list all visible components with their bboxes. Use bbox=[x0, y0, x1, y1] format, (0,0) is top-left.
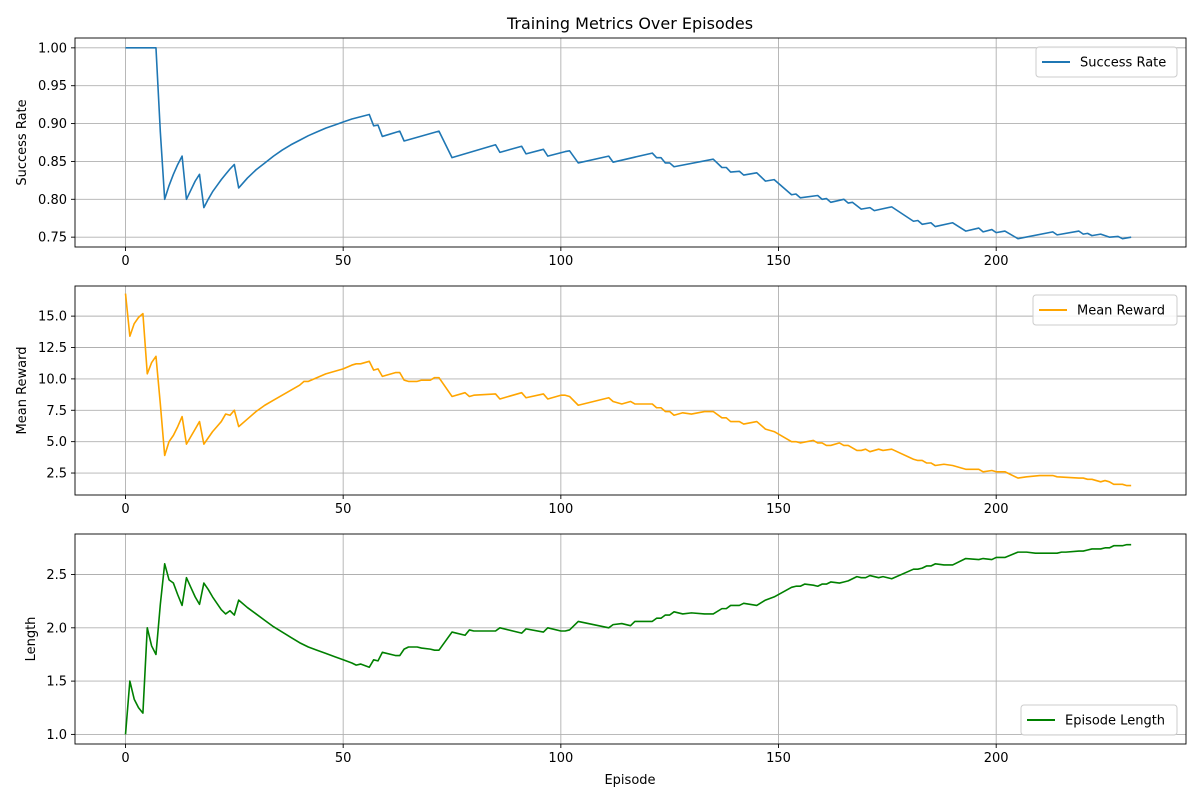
x-tick-label: 100 bbox=[548, 502, 573, 517]
success-rate-subplot: 0 50 100 150 200 0.75 0.80 0.85 0.90 0.95 1.00 Succ… bbox=[15, 37, 1187, 269]
x-tick-label: 50 bbox=[335, 751, 352, 766]
legend: Success Rate bbox=[1035, 46, 1178, 78]
y-axis-title: Length bbox=[24, 617, 39, 662]
y-tick-label: 12.5 bbox=[38, 341, 67, 356]
success-rate-line bbox=[125, 47, 1132, 240]
legend-box bbox=[1032, 294, 1178, 326]
x-tick-label: 0 bbox=[121, 254, 129, 269]
legend: Mean Reward bbox=[1032, 294, 1178, 326]
x-tick-label: 0 bbox=[121, 751, 129, 766]
y-tick-label: 0.80 bbox=[38, 193, 67, 208]
x-tick-label: 50 bbox=[335, 254, 352, 269]
x-tick-label: 200 bbox=[984, 502, 1009, 517]
legend-label: Success Rate bbox=[1080, 56, 1166, 71]
x-tick-label: 100 bbox=[548, 751, 573, 766]
episode-length-line bbox=[124, 543, 1132, 735]
mean-reward-subplot: 0 50 100 150 200 2.5 5.0 7.5 10.0 12.5 15.0 Mean Re… bbox=[15, 285, 1187, 517]
legend-label: Episode Length bbox=[1065, 714, 1165, 729]
y-tick-label: 10.0 bbox=[38, 372, 67, 387]
x-tick-label: 150 bbox=[766, 254, 791, 269]
y-tick-label: 1.00 bbox=[38, 41, 67, 56]
legend: Episode Length bbox=[1020, 704, 1178, 736]
legend-box bbox=[1035, 46, 1178, 78]
axes-frame bbox=[74, 285, 1187, 496]
axes-frame bbox=[74, 533, 1187, 745]
x-axis-title: Episode bbox=[604, 773, 655, 788]
y-tick-label: 1.5 bbox=[46, 675, 67, 690]
y-tick-label: 15.0 bbox=[38, 310, 67, 325]
episode-length-subplot: 0 50 100 150 200 1.0 1.5 2.0 2.5 Length Episode Le… bbox=[24, 533, 1187, 766]
y-tick-label: 2.5 bbox=[46, 568, 67, 583]
y-tick-label: 7.5 bbox=[46, 404, 67, 419]
axes-frame bbox=[74, 37, 1187, 248]
y-axis-title: Success Rate bbox=[15, 99, 30, 185]
y-tick-label: 5.0 bbox=[46, 435, 67, 450]
x-tick-label: 0 bbox=[121, 502, 129, 517]
x-tick-label: 50 bbox=[335, 502, 352, 517]
legend-label: Mean Reward bbox=[1077, 304, 1165, 319]
x-tick-label: 100 bbox=[548, 254, 573, 269]
y-tick-label: 0.95 bbox=[38, 79, 67, 94]
x-tick-label: 150 bbox=[766, 502, 791, 517]
x-tick-label: 150 bbox=[766, 751, 791, 766]
y-axis-title: Mean Reward bbox=[15, 347, 30, 435]
x-tick-label: 200 bbox=[984, 751, 1009, 766]
figure-title: Training Metrics Over Episodes bbox=[506, 14, 753, 33]
y-tick-label: 0.75 bbox=[38, 231, 67, 246]
mean-reward-line bbox=[124, 293, 1132, 487]
y-tick-label: 0.90 bbox=[38, 117, 67, 132]
y-tick-label: 2.0 bbox=[46, 621, 67, 636]
y-tick-label: 2.5 bbox=[46, 467, 67, 482]
y-tick-label: 0.85 bbox=[38, 155, 67, 170]
legend-box bbox=[1020, 704, 1178, 736]
x-tick-label: 200 bbox=[984, 254, 1009, 269]
y-tick-label: 1.0 bbox=[46, 728, 67, 743]
